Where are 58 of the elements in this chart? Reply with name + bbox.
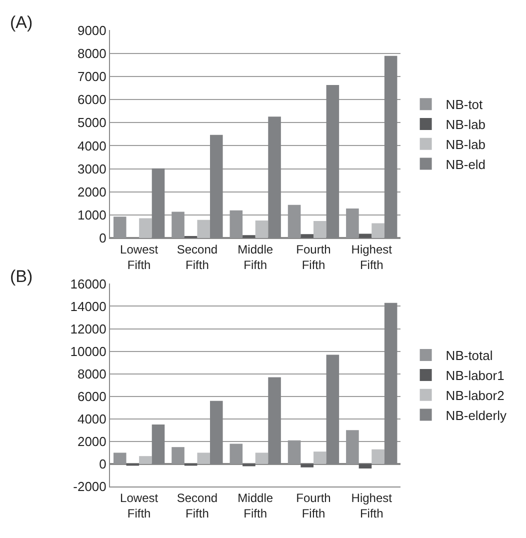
y-tick-label: 9000 <box>77 22 106 38</box>
legend-label: NB-lab <box>446 136 486 152</box>
x-tick-label: Lowest Fifth <box>120 490 159 521</box>
y-tick-label: 0 <box>99 456 106 472</box>
bar <box>197 452 210 464</box>
y-tick-label: 8000 <box>77 46 106 61</box>
legend-label: NB-total <box>446 348 493 364</box>
y-tick-label: 6000 <box>77 92 106 108</box>
y-tick-label: 1000 <box>77 208 106 223</box>
bar <box>255 220 268 238</box>
y-tick-label: 4000 <box>77 138 106 154</box>
bar <box>372 449 384 464</box>
chart-title: (B) <box>10 267 33 286</box>
y-tick-label: 5000 <box>77 115 106 130</box>
bar <box>139 456 152 464</box>
legend-label: NB-labor2 <box>446 388 504 403</box>
bar <box>358 464 372 468</box>
y-tick-label: 2000 <box>77 434 106 449</box>
legend-label: NB-labor1 <box>446 368 504 384</box>
bar <box>313 452 326 464</box>
x-tick-label: Second Fifth <box>176 490 218 521</box>
y-tick-label: 4000 <box>77 411 106 426</box>
chart-title: (A) <box>10 13 33 32</box>
y-tick-label: 7000 <box>77 68 106 84</box>
y-tick-label: 0 <box>99 230 106 246</box>
bar <box>358 234 372 238</box>
legend-label: NB-eld <box>446 156 486 172</box>
legend-label: NB-tot <box>446 97 484 112</box>
legend-label: NB-lab <box>446 117 486 132</box>
bar <box>242 235 256 238</box>
bar <box>197 220 210 238</box>
x-tick-label: Middle Fifth <box>238 490 274 521</box>
x-tick-label: Highest Fifth <box>351 242 393 272</box>
y-tick-label: 6000 <box>77 388 106 404</box>
y-tick-label: 12000 <box>70 321 106 336</box>
bar <box>139 218 152 238</box>
y-tick-label: 16000 <box>70 276 106 292</box>
x-tick-label: Fourth Fifth <box>296 490 331 521</box>
y-tick-label: 14000 <box>70 298 106 314</box>
y-tick-label: 2000 <box>77 184 106 200</box>
y-tick-label: 3000 <box>77 161 106 176</box>
x-tick-label: Highest Fifth <box>351 490 393 521</box>
y-tick-label: -2000 <box>73 479 106 494</box>
bar <box>313 220 326 238</box>
bar <box>300 464 314 468</box>
x-tick-label: Middle Fifth <box>238 242 274 272</box>
y-tick-label: 8000 <box>77 366 106 382</box>
y-tick-label: 10000 <box>70 344 106 359</box>
x-tick-label: Fourth Fifth <box>296 242 331 272</box>
bar <box>172 447 184 464</box>
x-tick-label: Lowest Fifth <box>120 242 159 272</box>
bar <box>242 464 256 466</box>
bar <box>300 234 314 238</box>
legend-label: NB-elderly <box>446 408 507 423</box>
bar <box>372 223 384 238</box>
bar <box>113 452 126 464</box>
x-tick-label: Second Fifth <box>176 242 218 272</box>
bar <box>255 452 268 464</box>
